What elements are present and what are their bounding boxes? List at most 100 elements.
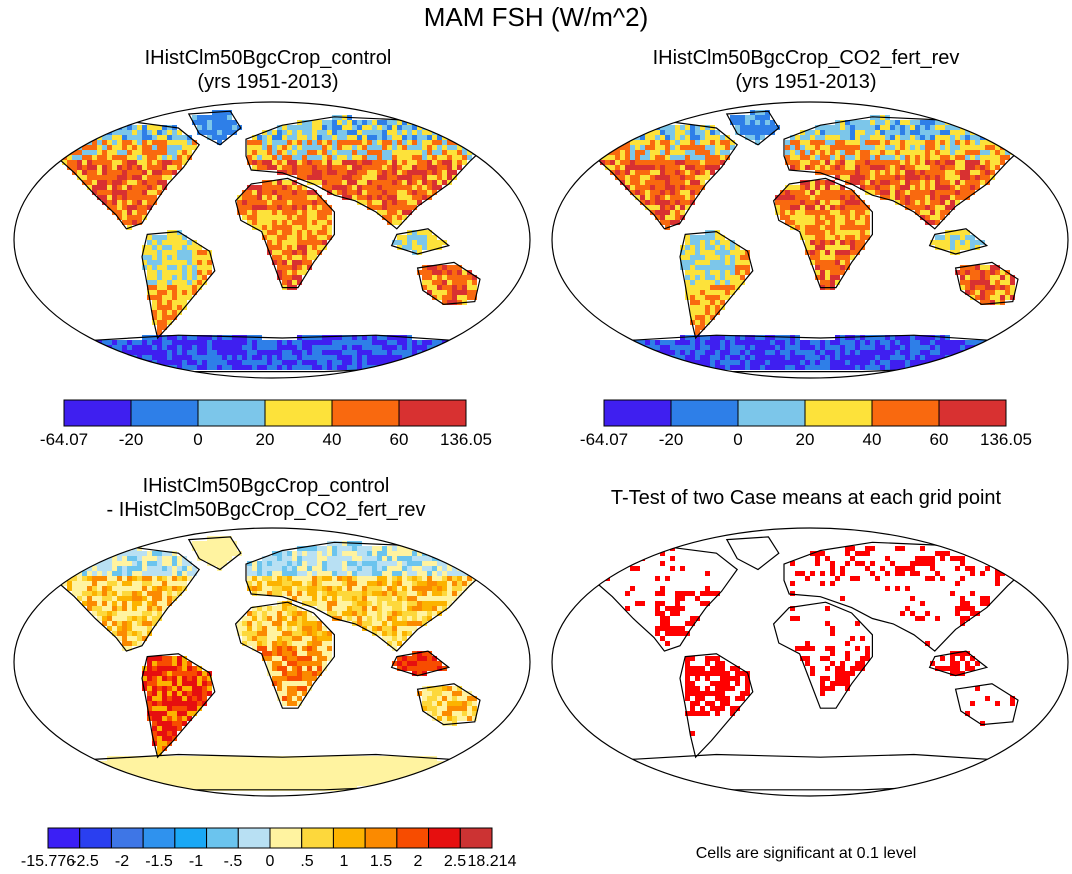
colorbar-tick-label: -64.07 [580, 430, 628, 449]
colorbar-tick-label: 20 [796, 430, 815, 449]
colorbar-swatch [871, 399, 940, 427]
coastline-namerica [52, 121, 201, 230]
panel-title-diff: IHistClm50BgcCrop_control - IHistClm50Bg… [0, 474, 532, 522]
coastline-australia [954, 683, 1019, 726]
coastline-eurasia [783, 116, 1030, 230]
colorbar-swatch [804, 399, 873, 427]
colorbar-tick-label: 18.214 [468, 853, 517, 870]
colorbar-swatch [396, 827, 430, 849]
panel-title-diff-line1: IHistClm50BgcCrop_control [142, 475, 390, 497]
colorbar-tick-label: 2 [414, 853, 423, 870]
colorbar-tick-label: 0 [266, 853, 275, 870]
coastline-samerica [679, 653, 754, 759]
colorbar-swatch [142, 827, 176, 849]
coastline-africa [772, 177, 873, 289]
panel-title-ttest-line1: T-Test of two Case means at each grid po… [610, 487, 1002, 509]
map-border [551, 101, 1069, 379]
colorbar-swatch [130, 399, 199, 427]
colorbar-tick-label: 60 [930, 430, 949, 449]
coastline-africa [234, 177, 335, 289]
map-cells [595, 546, 1025, 736]
significance-note: Cells are significant at 0.1 level [695, 845, 917, 862]
coastline-samerica [679, 230, 754, 340]
coastline-greenland [187, 536, 242, 571]
colorbar-swatch [63, 399, 132, 427]
coastline-australia [416, 261, 481, 306]
colorbar-tick-label: -2 [115, 853, 129, 870]
panel-title-co2: IHistClm50BgcCrop_CO2_fert_rev (yrs 1951… [540, 46, 1072, 94]
coastline-seasia [928, 228, 989, 255]
colorbar-tick-label: 40 [863, 430, 882, 449]
coastline-eurasia [245, 116, 492, 230]
coastline-greenland [187, 110, 242, 146]
colorbar-swatch [737, 399, 806, 427]
coastline-namerica [52, 547, 201, 652]
colorbar-tick-label: 136.05 [980, 430, 1032, 449]
colorbar-tick-label: -64.07 [40, 430, 88, 449]
colorbar-swatch [269, 827, 303, 849]
map-co2 [551, 101, 1069, 379]
coastline-eurasia [245, 541, 492, 652]
colorbar-swatch [174, 827, 208, 849]
colorbar-swatch [331, 399, 400, 427]
colorbar-swatch [428, 827, 461, 849]
coastline-africa [772, 601, 873, 709]
colorbar-tick-label: -2.5 [71, 853, 99, 870]
colorbar-swatch [47, 827, 81, 849]
coastline-africa [234, 601, 335, 709]
coastline-seasia [390, 650, 451, 677]
colorbar-tick-label: 1 [340, 853, 349, 870]
colorbar-swatch [79, 827, 112, 849]
coastline-seasia [928, 650, 989, 677]
colorbar-control: -64.07 -20 0 20 40 60 136.05 [40, 399, 492, 449]
colorbar-tick-label: 1.5 [370, 853, 392, 870]
coastline-seasia [390, 228, 451, 255]
colorbar-tick-label: -20 [119, 430, 144, 449]
colorbar-tick-label: .5 [300, 853, 313, 870]
map-border [551, 527, 1069, 797]
colorbar-tick-label: 2.5 [444, 853, 466, 870]
map-ttest [551, 527, 1069, 797]
coastline-samerica [141, 653, 216, 759]
coastline-australia [416, 683, 481, 726]
colorbar-tick-label: -1.5 [145, 853, 173, 870]
colorbar-tick-label: 0 [193, 430, 202, 449]
colorbar-tick-label: 0 [733, 430, 742, 449]
map-control [13, 101, 531, 379]
panel-title-control: IHistClm50BgcCrop_control (yrs 1951-2013… [0, 46, 536, 94]
colorbar-swatch [110, 827, 144, 849]
colorbar-co2: -64.07 -20 0 20 40 60 136.05 [580, 399, 1032, 449]
map-diff [13, 527, 531, 797]
colorbar-swatch [197, 399, 266, 427]
colorbar-tick-label: -1 [189, 853, 203, 870]
colorbar-tick-label: -20 [659, 430, 684, 449]
colorbar-swatch [364, 827, 398, 849]
colorbar-tick-label: 136.05 [440, 430, 492, 449]
colorbar-swatch [459, 827, 493, 849]
colorbar-swatch [398, 399, 467, 427]
map-border [13, 101, 531, 379]
coastline-greenland [725, 110, 780, 146]
colorbar-tick-label: -15.776 [21, 853, 75, 870]
colorbar-tick-label: 40 [323, 430, 342, 449]
colorbar-diff: -15.776-2.5 -2 -1.5 -1 -.5 0 .5 1 1.5 2 2.5 18.214 [21, 827, 517, 870]
panel-title-co2-line1: IHistClm50BgcCrop_CO2_fert_rev [652, 47, 960, 69]
colorbar-swatch [264, 399, 333, 427]
panel-title-co2-line2: (yrs 1951-2013) [735, 71, 877, 93]
colorbar-swatch [938, 399, 1007, 427]
colorbar-swatch [332, 827, 366, 849]
panel-title-diff-line2: - IHistClm50BgcCrop_CO2_fert_rev [106, 499, 426, 521]
colorbar-tick-label: 60 [390, 430, 409, 449]
panel-title-control-line1: IHistClm50BgcCrop_control [144, 47, 392, 69]
coastline-namerica [590, 547, 739, 652]
coastline-samerica [141, 230, 216, 340]
map-border [13, 527, 531, 797]
colorbar-swatch [237, 827, 271, 849]
panel-title-ttest: T-Test of two Case means at each grid po… [540, 486, 1072, 510]
colorbar-swatch [670, 399, 739, 427]
colorbar-swatch [206, 827, 239, 849]
coastline-namerica [590, 121, 739, 230]
colorbar-swatch [603, 399, 672, 427]
colorbar-swatch [301, 827, 334, 849]
colorbar-tick-label: 20 [256, 430, 275, 449]
